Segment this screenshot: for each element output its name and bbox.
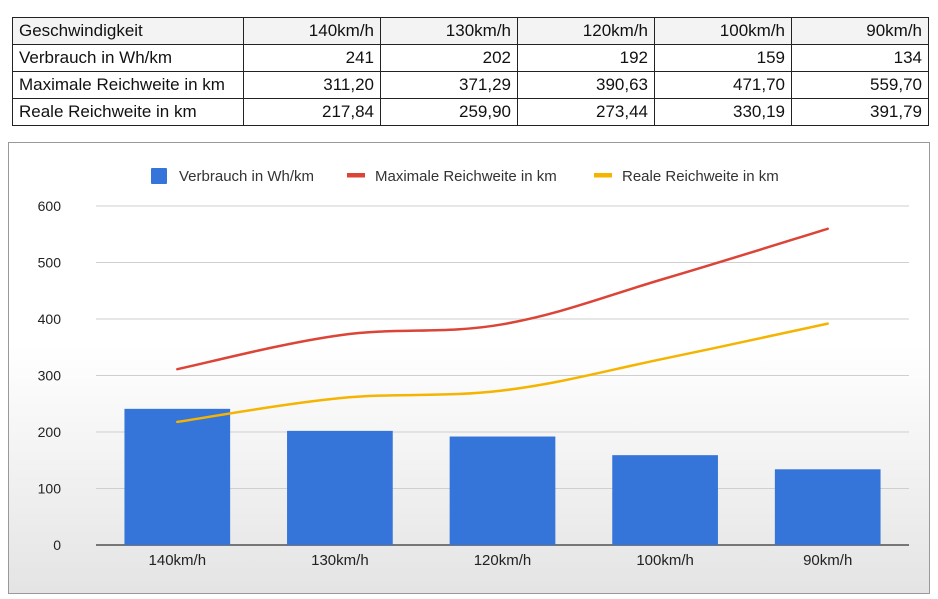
table-cell: 559,70 <box>791 71 929 99</box>
table-row-label: Maximale Reichweite in km <box>12 71 244 99</box>
table-row-label: Reale Reichweite in km <box>12 98 244 126</box>
y-tick-label: 500 <box>38 255 62 271</box>
y-tick-label: 400 <box>38 311 62 327</box>
table-header-label: Geschwindigkeit <box>12 17 244 45</box>
table-header-row: Geschwindigkeit 140km/h 130km/h 120km/h … <box>12 17 929 45</box>
x-tick-label: 90km/h <box>803 552 852 569</box>
table-header-cell: 120km/h <box>517 17 655 45</box>
table-cell: 134 <box>791 44 929 72</box>
legend-label: Maximale Reichweite in km <box>375 168 557 185</box>
table-cell: 259,90 <box>380 98 518 126</box>
legend-swatch <box>151 168 167 184</box>
table-cell: 371,29 <box>380 71 518 99</box>
table-row: Verbrauch in Wh/km 241 202 192 159 134 <box>12 44 929 72</box>
table-cell: 241 <box>243 44 381 72</box>
table-cell: 390,63 <box>517 71 655 99</box>
table-cell: 202 <box>380 44 518 72</box>
x-tick-label: 100km/h <box>636 552 694 569</box>
x-tick-label: 120km/h <box>474 552 532 569</box>
bar-verbrauch-in-wh-km <box>124 408 231 545</box>
line-maximale-reichweite-in-km <box>176 227 829 371</box>
data-table: Geschwindigkeit 140km/h 130km/h 120km/h … <box>12 17 929 126</box>
legend-swatch <box>594 173 612 178</box>
combo-chart: 0 100 200 300 400 500 600 140km/h 130km/h 120km/h… <box>38 168 909 569</box>
table-cell: 471,70 <box>654 71 792 99</box>
table-header-cell: 140km/h <box>243 17 381 45</box>
chart-panel: 0 100 200 300 400 500 600 140km/h 130km/h 120km/h… <box>8 142 930 594</box>
table-row: Maximale Reichweite in km 311,20 371,29 … <box>12 71 929 99</box>
table-cell: 311,20 <box>243 71 381 99</box>
y-tick-label: 600 <box>38 198 62 214</box>
line-reale-reichweite-in-km <box>176 322 829 424</box>
bar-verbrauch-in-wh-km <box>612 455 718 545</box>
x-tick-label: 140km/h <box>149 552 207 569</box>
bar-verbrauch-in-wh-km <box>449 436 556 545</box>
table-cell: 273,44 <box>517 98 655 126</box>
table-header-cell: 100km/h <box>654 17 792 45</box>
y-tick-label: 200 <box>38 424 62 440</box>
y-tick-label: 300 <box>38 368 62 384</box>
legend-label: Verbrauch in Wh/km <box>179 168 314 185</box>
legend-label: Reale Reichweite in km <box>622 168 779 185</box>
bar-verbrauch-in-wh-km <box>774 469 881 545</box>
table-cell: 217,84 <box>243 98 381 126</box>
y-tick-label: 0 <box>53 537 61 553</box>
table-header-cell: 130km/h <box>380 17 518 45</box>
table-cell: 391,79 <box>791 98 929 126</box>
x-tick-label: 130km/h <box>311 552 369 569</box>
table-cell: 192 <box>517 44 655 72</box>
table-row: Reale Reichweite in km 217,84 259,90 273… <box>12 98 929 126</box>
bar-verbrauch-in-wh-km <box>287 430 393 545</box>
table-header-cell: 90km/h <box>791 17 929 45</box>
y-tick-label: 100 <box>38 481 62 497</box>
table-cell: 330,19 <box>654 98 792 126</box>
table-row-label: Verbrauch in Wh/km <box>12 44 244 72</box>
table-cell: 159 <box>654 44 792 72</box>
legend-swatch <box>347 173 365 178</box>
